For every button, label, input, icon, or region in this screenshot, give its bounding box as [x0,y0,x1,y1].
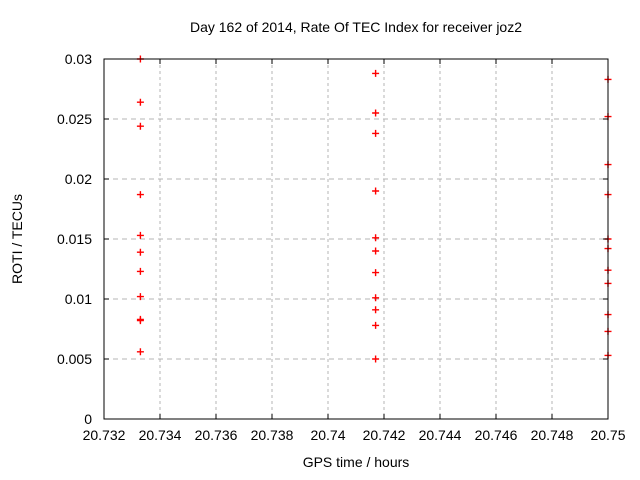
y-tick-label: 0.02 [65,171,92,187]
x-tick-label: 20.748 [531,427,574,443]
data-point-marker [372,269,380,277]
data-point-marker [136,348,144,356]
y-tick-labels: 0 0.005 0.01 0.015 0.02 0.025 0.03 [57,51,92,427]
data-point-marker [136,317,144,325]
data-point-marker [372,69,380,77]
data-point-marker [372,321,380,329]
chart-title: Day 162 of 2014, Rate Of TEC Index for r… [189,19,523,35]
plot-border-and-ticks [103,58,609,420]
data-points [136,55,612,363]
y-tick-label: 0.03 [65,51,92,67]
y-tick-label: 0.025 [57,111,92,127]
x-tick-label: 20.738 [251,427,294,443]
x-tick-label: 20.734 [139,427,182,443]
data-point-marker [136,122,144,130]
data-point-marker [136,267,144,275]
x-axis-label: GPS time / hours [302,454,410,470]
x-tick-label: 20.746 [475,427,518,443]
x-tick-label: 20.744 [419,427,462,443]
x-tick-label: 20.74 [310,427,345,443]
x-tick-labels: 20.732 20.734 20.736 20.738 20.74 20.742 20.74… [83,427,626,443]
data-point-marker [136,98,144,106]
y-tick-label: 0.005 [57,351,92,367]
data-point-marker [136,293,144,301]
data-point-marker [372,247,380,255]
x-tick-label: 20.742 [363,427,406,443]
data-point-marker [372,355,380,363]
data-point-marker [372,129,380,137]
y-tick-label: 0 [84,411,92,427]
data-point-marker [136,191,144,199]
data-point-marker [372,234,380,242]
data-point-marker [372,187,380,195]
x-tick-label: 20.732 [83,427,126,443]
y-tick-label: 0.015 [57,231,92,247]
x-tick-label: 20.736 [195,427,238,443]
data-point-marker [136,231,144,239]
data-point-marker [372,306,380,314]
x-tick-label: 20.75 [590,427,625,443]
y-tick-label: 0.01 [65,291,92,307]
data-point-marker [372,109,380,117]
data-point-marker [372,294,380,302]
data-point-marker [136,248,144,256]
grid-lines [104,59,608,419]
